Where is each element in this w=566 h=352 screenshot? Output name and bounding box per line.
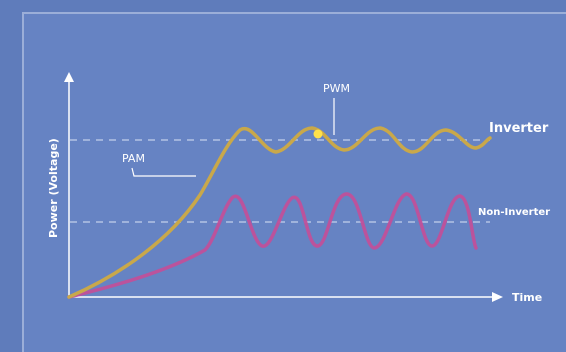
x-axis-arrow-icon <box>492 292 503 302</box>
inverter-curve <box>67 126 492 299</box>
x-axis-label: Time <box>512 291 542 304</box>
pwm-label: PWM <box>323 82 350 95</box>
inverter-label: Inverter <box>489 121 549 136</box>
diagram-frame <box>22 12 566 352</box>
pam-label: PAM <box>122 152 145 165</box>
y-axis-label: Power (Voltage) <box>47 138 60 238</box>
non-inverter-label: Non-Inverter <box>478 207 550 218</box>
pam-leader-line <box>131 167 196 177</box>
non-inverter-curve <box>67 192 478 299</box>
y-axis-arrow-icon <box>64 72 74 82</box>
pwm-marker <box>313 129 323 139</box>
